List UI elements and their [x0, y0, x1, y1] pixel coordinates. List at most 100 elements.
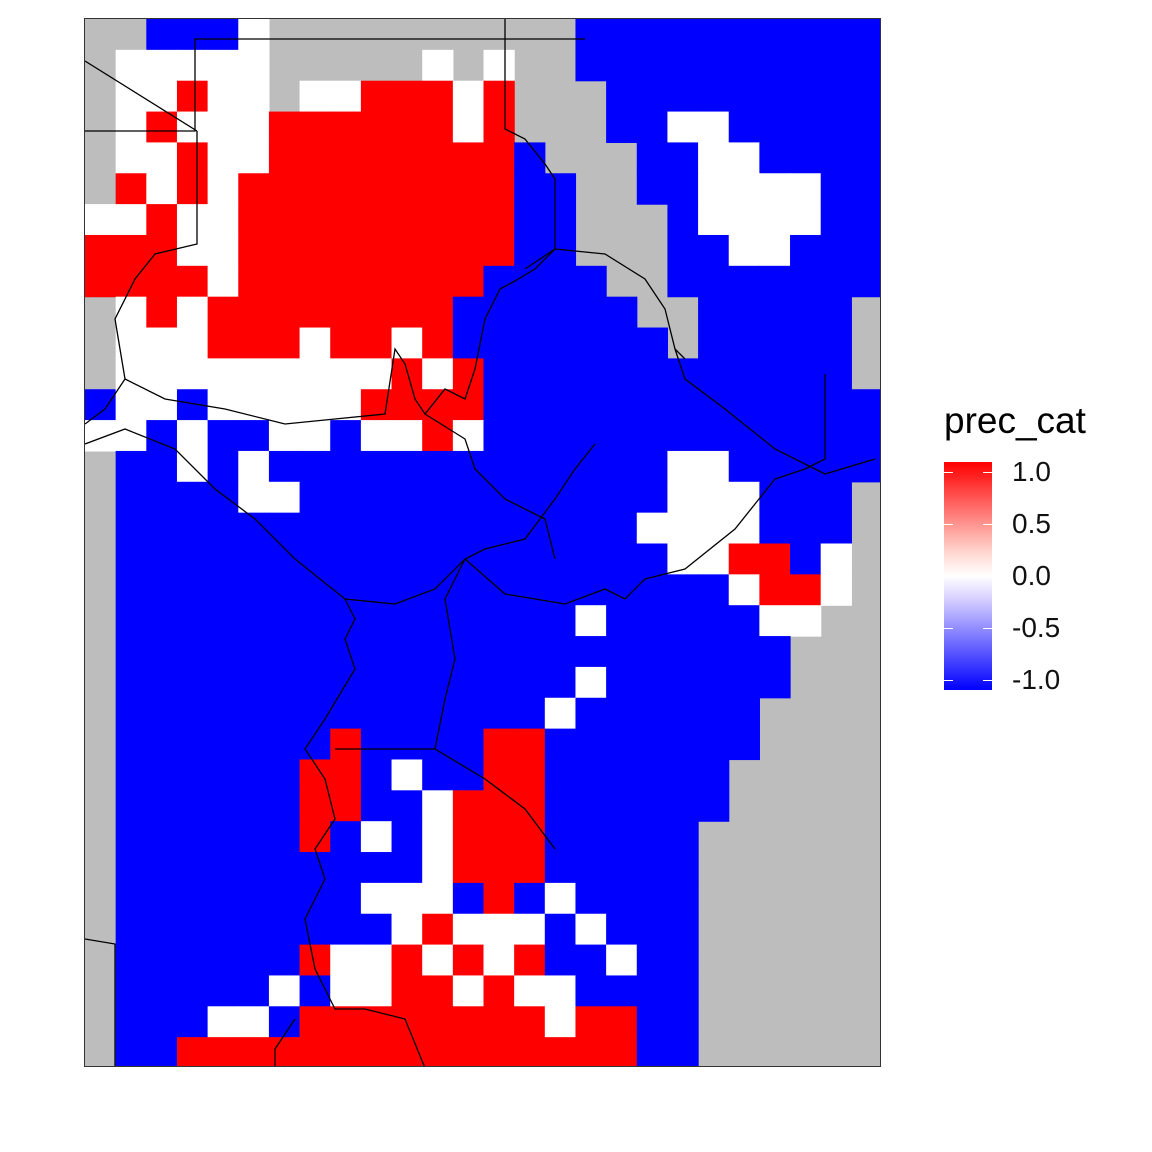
grid-cell	[207, 728, 239, 761]
grid-cell	[268, 1006, 301, 1038]
grid-cell	[238, 605, 270, 637]
grid-cell	[606, 389, 638, 421]
grid-cell	[452, 697, 485, 730]
grid-cell	[452, 173, 485, 205]
grid-cell	[360, 636, 393, 668]
grid-cell	[330, 80, 362, 113]
grid-cell	[360, 882, 393, 915]
grid-cell	[176, 327, 209, 359]
grid-cell	[330, 512, 362, 545]
grid-cell	[207, 420, 239, 452]
grid-cell	[238, 821, 270, 853]
grid-cell	[207, 265, 239, 298]
grid-cell	[330, 327, 362, 359]
grid-cell	[207, 49, 239, 82]
grid-cell	[514, 296, 546, 329]
grid-cell	[790, 512, 822, 545]
grid-cell	[268, 666, 301, 699]
grid-cell	[360, 666, 393, 699]
grid-cell	[483, 636, 515, 668]
grid-cell	[667, 1006, 699, 1038]
grid-cell	[238, 49, 270, 82]
grid-cell	[268, 574, 301, 606]
grid-cell	[483, 204, 515, 236]
grid-cell	[728, 19, 760, 51]
grid-cell	[238, 913, 270, 946]
grid-cell	[636, 80, 669, 113]
grid-cell	[544, 420, 577, 452]
grid-cell	[176, 543, 209, 575]
grid-cell	[422, 389, 454, 421]
grid-cell	[575, 1037, 607, 1066]
grid-cell	[820, 49, 852, 82]
grid-cell	[759, 450, 791, 483]
grid-cell	[820, 543, 852, 575]
grid-cell	[575, 296, 607, 329]
grid-cell	[330, 852, 362, 884]
grid-cell	[820, 512, 852, 545]
grid-cell	[238, 296, 270, 329]
grid-cell	[268, 296, 301, 329]
grid-cell	[667, 636, 699, 668]
country-border-somalia-inner	[804, 374, 826, 470]
grid-cell	[636, 543, 669, 575]
grid-cell	[391, 821, 423, 853]
grid-cell	[544, 481, 577, 514]
grid-cell	[728, 697, 760, 730]
grid-cell	[299, 80, 331, 113]
grid-cell	[759, 574, 791, 606]
grid-cell	[667, 913, 699, 946]
grid-cell	[422, 512, 454, 545]
grid-cell	[207, 636, 239, 668]
grid-cell	[636, 821, 669, 853]
grid-cell	[452, 1006, 485, 1038]
grid-cell	[851, 49, 880, 82]
grid-cell	[330, 111, 362, 144]
grid-cell	[176, 420, 209, 452]
grid-cell	[360, 852, 393, 884]
grid-cell	[698, 574, 730, 606]
grid-cell	[360, 111, 393, 144]
grid-cell	[146, 234, 178, 267]
grid-cell	[391, 975, 423, 1007]
grid-cell	[146, 882, 178, 915]
grid-cell	[514, 173, 546, 205]
grid-cell	[728, 327, 760, 359]
grid-cell	[575, 852, 607, 884]
grid-cell	[514, 636, 546, 668]
grid-cell	[667, 481, 699, 514]
grid-cell	[790, 420, 822, 452]
grid-cell	[422, 1037, 454, 1066]
grid-cell	[483, 234, 515, 267]
grid-cell	[728, 49, 760, 82]
grid-cell	[575, 882, 607, 915]
grid-cell	[176, 759, 209, 791]
grid-cell	[452, 605, 485, 637]
grid-cell	[514, 728, 546, 761]
grid-cell	[299, 697, 331, 730]
grid-cell	[391, 173, 423, 205]
grid-cell	[238, 19, 270, 51]
grid-cell	[851, 234, 880, 267]
grid-cell	[790, 389, 822, 421]
grid-cell	[790, 450, 822, 483]
grid-cell	[544, 944, 577, 977]
grid-cell	[820, 234, 852, 267]
grid-cell	[268, 389, 301, 421]
grid-cell	[514, 481, 546, 514]
grid-cell	[176, 1006, 209, 1038]
grid-cell	[238, 790, 270, 822]
grid-cell	[422, 204, 454, 236]
grid-cell	[207, 605, 239, 637]
grid-cell	[636, 450, 669, 483]
grid-cell	[636, 666, 669, 699]
grid-cell	[422, 852, 454, 884]
grid-cell	[728, 728, 760, 761]
grid-cell	[606, 296, 638, 329]
grid-cell	[176, 80, 209, 113]
grid-cell	[85, 420, 117, 452]
grid-cell	[207, 327, 239, 359]
grid-cell	[483, 944, 515, 977]
grid-cell	[759, 80, 791, 113]
grid-cell	[452, 944, 485, 977]
